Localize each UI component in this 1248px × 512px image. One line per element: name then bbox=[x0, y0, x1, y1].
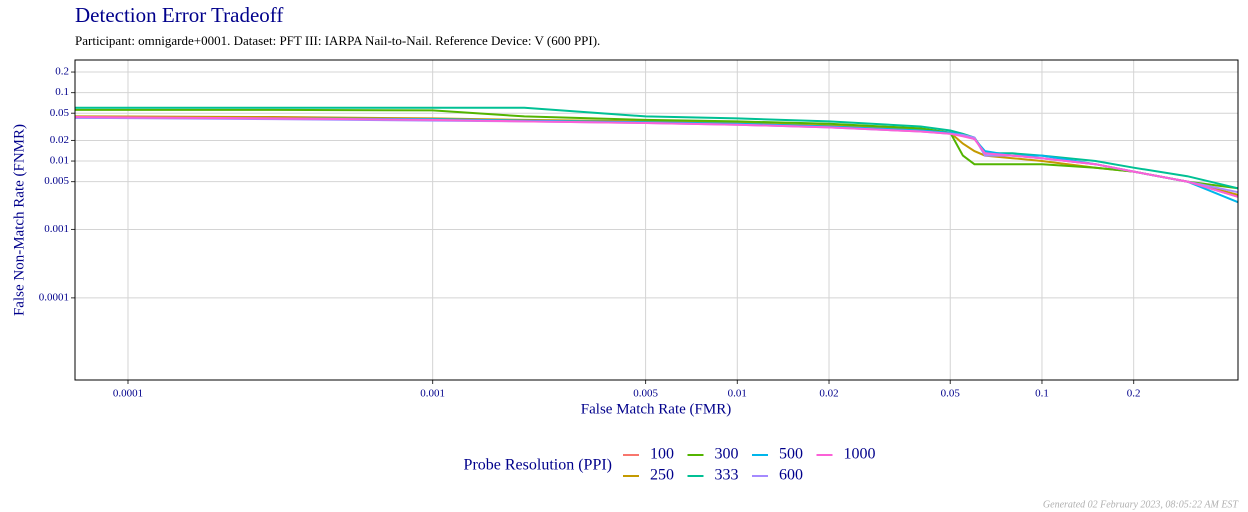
series-line bbox=[74, 115, 1239, 196]
x-tick-label: 0.001 bbox=[420, 388, 445, 400]
y-axis-label: False Non-Match Rate (FNMR) bbox=[11, 124, 27, 316]
chart-subtitle: Participant: omnigarde+0001. Dataset: PF… bbox=[75, 33, 600, 48]
x-tick-label: 0.0001 bbox=[113, 388, 143, 400]
y-tick-label: 0.0001 bbox=[39, 291, 69, 303]
footnote: Generated 02 February 2023, 08:05:22 AM … bbox=[1043, 499, 1240, 510]
x-tick-label: 0.005 bbox=[633, 388, 658, 400]
y-tick-label: 0.1 bbox=[55, 86, 69, 98]
x-tick-label: 0.05 bbox=[941, 388, 961, 400]
y-tick-label: 0.005 bbox=[44, 175, 69, 187]
legend-title: Probe Resolution (PPI) bbox=[464, 457, 612, 474]
legend-label: 1000 bbox=[844, 446, 876, 463]
legend-label: 300 bbox=[715, 446, 739, 463]
x-tick-label: 0.01 bbox=[728, 388, 747, 400]
y-tick-label: 0.2 bbox=[55, 66, 69, 78]
plot-border bbox=[74, 59, 1239, 381]
y-tick-label: 0.02 bbox=[50, 134, 69, 146]
y-tick-label: 0.05 bbox=[50, 107, 70, 119]
y-tick-label: 0.01 bbox=[50, 155, 69, 167]
x-axis-label: False Match Rate (FMR) bbox=[581, 401, 731, 417]
chart-title: Detection Error Tradeoff bbox=[75, 3, 283, 27]
x-tick-label: 0.2 bbox=[1127, 388, 1141, 400]
legend-label: 600 bbox=[779, 467, 803, 484]
legend-label: 333 bbox=[715, 467, 739, 484]
series-line bbox=[74, 116, 1239, 198]
legend-label: 100 bbox=[650, 446, 674, 463]
series-line bbox=[74, 116, 1239, 194]
series-line bbox=[75, 108, 1239, 190]
series-line bbox=[75, 106, 1239, 190]
legend-label: 500 bbox=[779, 446, 803, 463]
y-tick-label: 0.001 bbox=[44, 223, 69, 235]
legend-label: 250 bbox=[650, 467, 674, 484]
x-tick-label: 0.1 bbox=[1035, 388, 1049, 400]
x-tick-label: 0.02 bbox=[819, 388, 838, 400]
